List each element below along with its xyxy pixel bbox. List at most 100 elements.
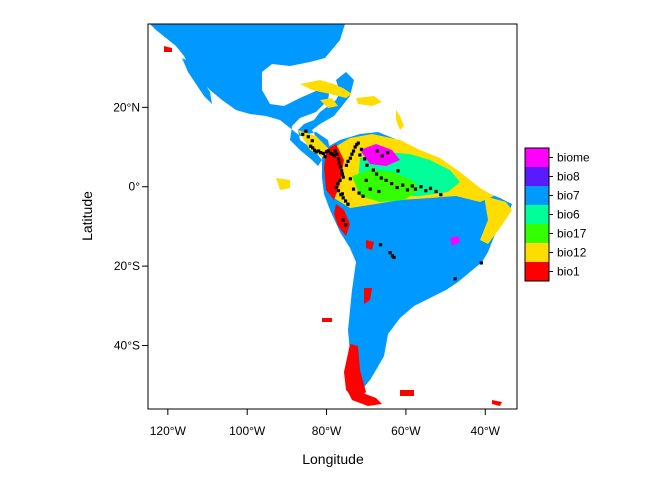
y-axis: 20°N 0° 20°S 40°S xyxy=(113,100,148,352)
occurrence-point xyxy=(358,153,362,157)
occurrence-point xyxy=(335,152,339,156)
x-tick-label: 120°W xyxy=(150,424,187,438)
occurrence-point xyxy=(396,169,400,173)
occurrence-point xyxy=(336,157,341,161)
occurrence-point xyxy=(439,193,443,197)
legend-swatch-bio7 xyxy=(525,186,549,205)
legend-swatch-bio8 xyxy=(525,167,549,186)
y-tick-label: 20°N xyxy=(113,100,140,114)
occurrence-point xyxy=(333,149,337,153)
occurrence-point xyxy=(340,172,345,176)
x-axis: 120°W 100°W 80°W 60°W 40°W xyxy=(150,409,501,438)
legend-label-bio17: bio17 xyxy=(557,227,587,241)
occurrence-point xyxy=(363,157,367,161)
occurrence-point xyxy=(361,194,365,198)
occurrence-point xyxy=(344,163,348,167)
occurrence-point xyxy=(346,159,350,163)
map-panel xyxy=(150,24,512,406)
land-baja xyxy=(182,58,212,104)
legend-swatch-bio1 xyxy=(525,262,549,281)
legend-label-bio8: bio8 xyxy=(557,170,580,184)
x-tick-label: 80°W xyxy=(312,424,342,438)
legend-label-biome: biome xyxy=(557,151,590,165)
occurrence-point xyxy=(346,202,350,206)
land-hispaniola xyxy=(356,96,382,106)
occurrence-point xyxy=(395,185,399,190)
occurrence-point xyxy=(317,149,321,153)
occurrence-point xyxy=(357,191,361,195)
occurrence-point xyxy=(419,185,423,189)
region-bio12-coast xyxy=(480,196,512,244)
land-cuba xyxy=(300,80,352,98)
occurrence-point xyxy=(379,176,383,180)
occurrence-point xyxy=(365,163,369,167)
occurrence-point xyxy=(364,178,368,182)
legend-label-bio6: bio6 xyxy=(557,208,580,222)
y-tick-label: 20°S xyxy=(114,259,140,273)
occurrence-point xyxy=(318,150,323,155)
occurrence-point xyxy=(410,184,414,188)
x-tick-label: 60°W xyxy=(391,424,421,438)
occurrence-point xyxy=(413,187,418,191)
occurrence-point xyxy=(375,149,379,153)
region-biome-east xyxy=(450,236,460,246)
legend-label-bio12: bio12 xyxy=(557,246,587,260)
occurrence-point xyxy=(377,189,381,194)
occurrence-point xyxy=(341,175,345,179)
occurrence-point xyxy=(351,187,356,191)
occurrence-point xyxy=(378,243,383,247)
occurrence-point xyxy=(323,154,327,159)
legend-swatch-bio17 xyxy=(525,224,549,243)
occurrence-point xyxy=(392,255,396,259)
occurrence-point xyxy=(334,185,338,190)
occurrence-point xyxy=(434,189,438,194)
occurrence-point xyxy=(368,187,372,191)
occurrence-point xyxy=(386,150,390,155)
land-pacific-red xyxy=(164,46,172,52)
land-galapagos xyxy=(276,178,290,190)
occurrence-point xyxy=(321,151,325,155)
region-biome xyxy=(360,144,400,166)
legend: biome bio8 bio7 bio6 bio17 bio12 bio1 xyxy=(524,147,590,282)
occurrence-point xyxy=(359,147,364,152)
occurrence-point xyxy=(337,161,341,165)
legend-label-bio7: bio7 xyxy=(557,189,580,203)
y-tick-label: 40°S xyxy=(114,338,140,352)
occurrence-point xyxy=(348,177,352,181)
legend-swatch-biome xyxy=(525,148,549,167)
y-axis-title: Latitude xyxy=(79,191,95,241)
legend-swatch-bio6 xyxy=(525,205,549,224)
occurrence-point xyxy=(330,152,335,156)
land-north-america xyxy=(150,24,354,166)
occurrence-point xyxy=(390,181,394,186)
occurrence-point xyxy=(328,151,333,155)
occurrence-point xyxy=(371,168,375,172)
legend-frame xyxy=(524,147,550,282)
occurrence-point xyxy=(343,199,348,203)
occurrence-point xyxy=(309,144,313,148)
occurrence-point xyxy=(453,277,457,281)
occurrence-point xyxy=(301,132,305,136)
region-bio1-south-georgia xyxy=(492,400,502,406)
occurrence-points xyxy=(301,129,483,281)
occurrence-point xyxy=(340,192,345,196)
occurrence-point xyxy=(340,169,344,173)
occurrence-point xyxy=(343,223,348,227)
y-tick-label: 0° xyxy=(129,180,141,194)
occurrence-point xyxy=(332,154,337,158)
occurrence-point xyxy=(338,165,343,169)
occurrence-point xyxy=(341,196,345,200)
region-bio1-bolivia xyxy=(366,240,374,250)
occurrence-point xyxy=(336,189,341,193)
occurrence-point xyxy=(306,135,310,139)
occurrence-point xyxy=(348,156,352,160)
region-bio1-patagonia xyxy=(344,344,366,400)
land-bahamas xyxy=(338,80,350,90)
x-tick-label: 100°W xyxy=(229,424,266,438)
region-bio17 xyxy=(352,170,420,202)
occurrence-point xyxy=(401,183,405,187)
occurrence-point xyxy=(326,149,331,153)
occurrence-point xyxy=(341,218,345,222)
occurrence-point xyxy=(380,154,384,158)
occurrence-point xyxy=(353,145,357,149)
